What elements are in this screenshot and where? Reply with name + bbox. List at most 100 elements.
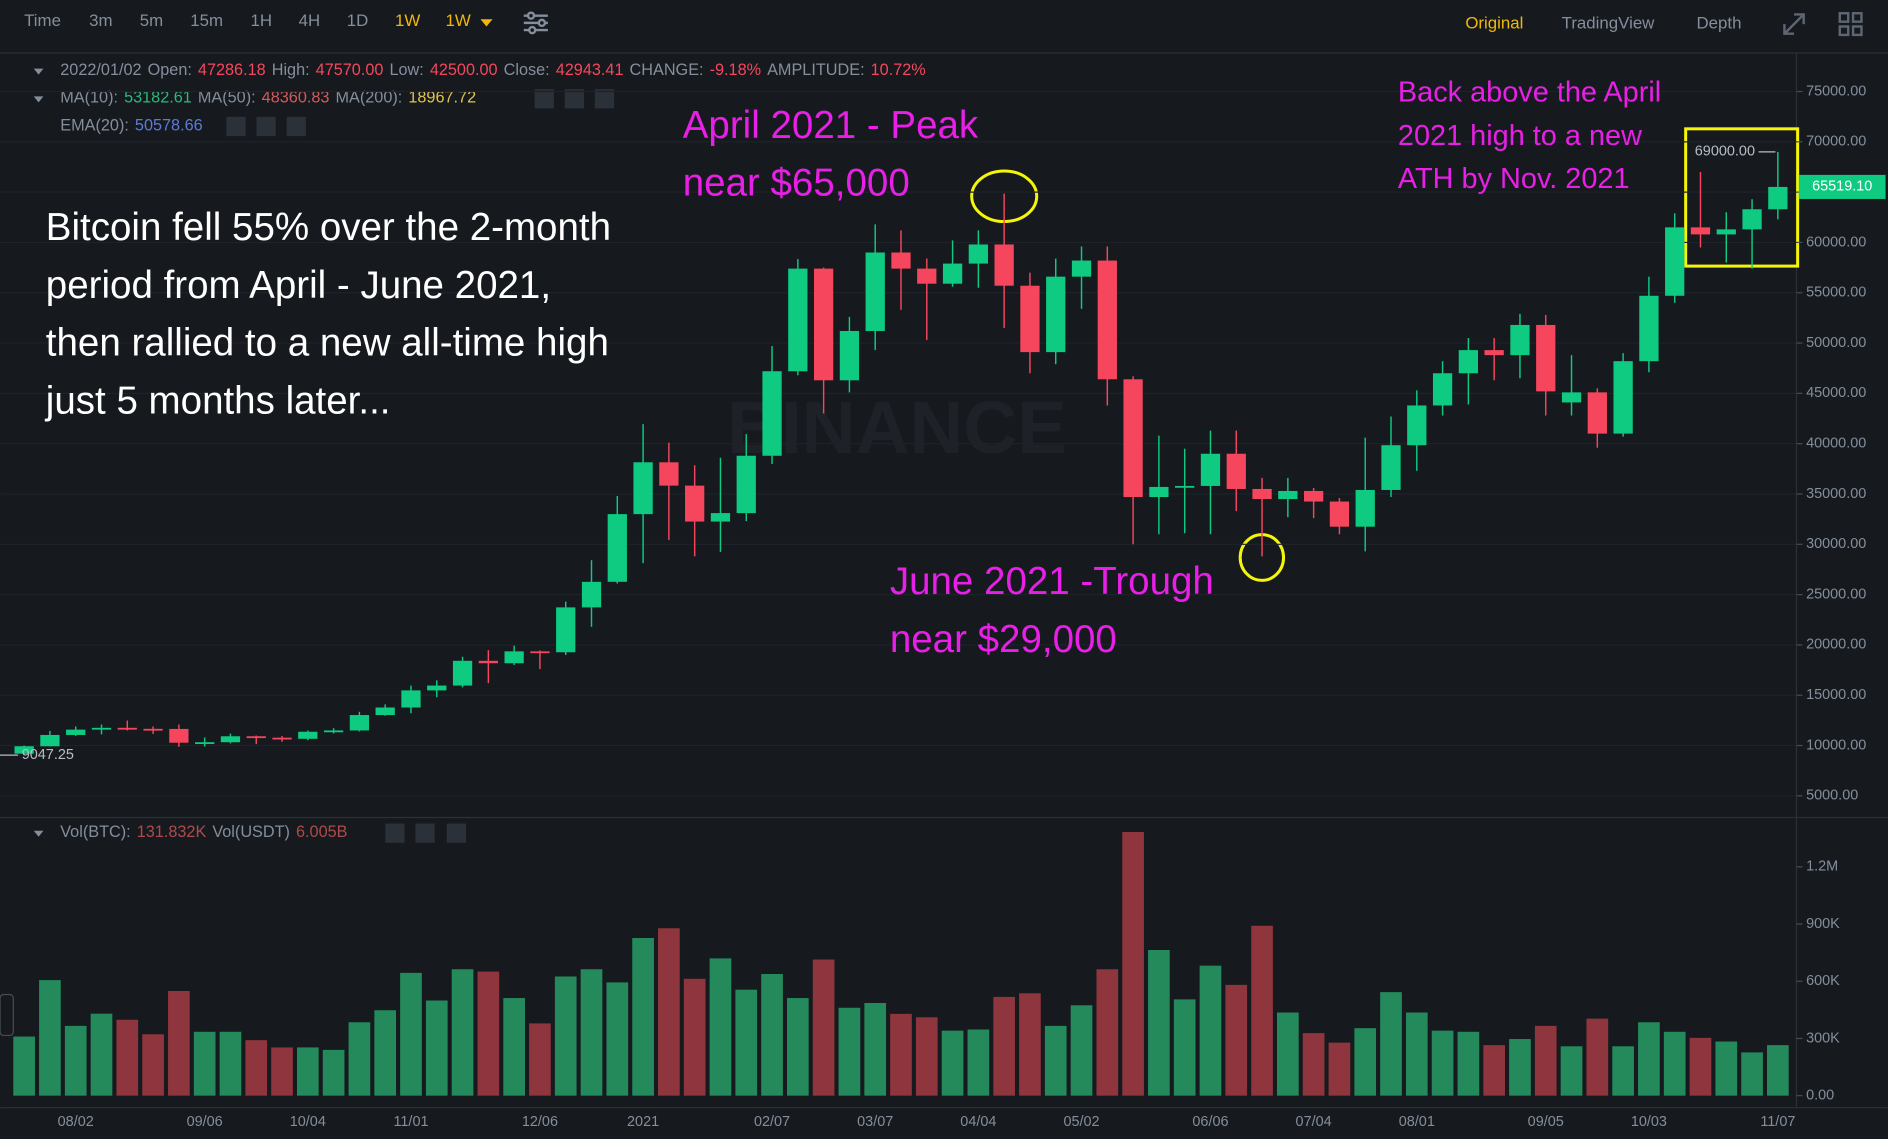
volume-bar xyxy=(1251,925,1273,1096)
candle-body xyxy=(1613,361,1633,434)
y-tick-label: 40000.00 xyxy=(1806,435,1866,451)
interval-button[interactable]: 1H xyxy=(250,11,272,30)
collapse-arrow[interactable] xyxy=(33,96,44,103)
x-tick-label: 12/06 xyxy=(522,1114,558,1130)
candle-body xyxy=(478,660,498,664)
volume-bar xyxy=(683,978,706,1096)
side-toggle[interactable] xyxy=(0,993,14,1037)
volume-bar xyxy=(890,1013,912,1096)
volume-bar xyxy=(219,1031,242,1096)
legend-item: EMA(20): xyxy=(60,117,129,135)
candle-body xyxy=(427,685,447,691)
legend-item: 48360.83 xyxy=(262,89,330,107)
legend-item: Vol(USDT) xyxy=(212,823,290,841)
candle-body xyxy=(1149,486,1169,498)
candle-body xyxy=(117,727,137,730)
interval-button[interactable]: 1W xyxy=(446,11,471,30)
legend-item: AMPLITUDE: xyxy=(767,61,865,79)
y-tick-label: 1.2M xyxy=(1806,859,1838,875)
volume-bar xyxy=(967,1029,990,1096)
x-tick-label: 05/02 xyxy=(1063,1114,1099,1130)
interval-button[interactable]: 1W xyxy=(395,11,420,30)
volume-bar xyxy=(1173,999,1196,1096)
volume-bar xyxy=(245,1040,268,1096)
layout-icon[interactable] xyxy=(1838,12,1863,37)
volume-bar xyxy=(1715,1041,1738,1096)
y-tick-label: 70000.00 xyxy=(1806,134,1866,150)
legend-item: 42943.41 xyxy=(556,61,624,79)
volume-bar xyxy=(1612,1046,1634,1096)
annotation: Bitcoin fell 55% over the 2-month xyxy=(46,206,611,249)
candle-body xyxy=(1226,453,1246,489)
x-tick-label: 04/04 xyxy=(960,1114,996,1130)
volume-bar xyxy=(1457,1031,1480,1096)
candle-body xyxy=(40,734,60,747)
volume-bar xyxy=(786,998,809,1096)
candle-body xyxy=(1046,276,1066,353)
volume-bar xyxy=(400,972,422,1096)
candle-body xyxy=(710,513,731,522)
legend-item: MA(200): xyxy=(335,89,402,107)
candle-body xyxy=(298,731,318,739)
volume-bar xyxy=(1405,1012,1428,1096)
y-tick-label: 10000.00 xyxy=(1806,737,1866,753)
view-tab[interactable]: TradingView xyxy=(1562,14,1656,33)
candle-body xyxy=(1458,350,1479,374)
candle-body xyxy=(813,268,834,381)
collapse-arrow[interactable] xyxy=(33,68,44,75)
interval-button[interactable]: 4H xyxy=(299,11,321,30)
view-tab[interactable]: Depth xyxy=(1697,14,1742,33)
candle-body xyxy=(1639,295,1659,362)
candle-body xyxy=(1355,489,1375,527)
interval-button[interactable]: Time xyxy=(24,11,61,30)
volume-bar xyxy=(735,989,758,1096)
fullscreen-icon[interactable] xyxy=(1783,13,1805,35)
legend-item: Close: xyxy=(504,61,550,79)
volume-bar xyxy=(271,1047,293,1096)
candle-body xyxy=(917,268,937,284)
view-tab[interactable]: Original xyxy=(1465,14,1523,33)
legend-item: 47286.18 xyxy=(198,61,266,79)
settings-icon[interactable] xyxy=(523,11,548,35)
volume-bar xyxy=(1689,1037,1712,1096)
annotation: June 2021 -Trough xyxy=(890,560,1214,603)
volume-bar xyxy=(658,928,680,1096)
volume-bar xyxy=(1586,1018,1609,1096)
annotation: ATH by Nov. 2021 xyxy=(1398,163,1630,195)
y-tick-label: 900K xyxy=(1806,916,1840,932)
last-price-tag xyxy=(1798,174,1886,199)
candle-body xyxy=(736,455,756,514)
x-tick-label: 10/03 xyxy=(1631,1114,1667,1130)
candle-body xyxy=(1123,379,1143,498)
legend-item: 6.005B xyxy=(296,823,348,841)
volume-bar xyxy=(1509,1039,1531,1096)
dropdown-arrow[interactable] xyxy=(480,19,493,27)
candle-body xyxy=(246,736,266,739)
candle-body xyxy=(1665,227,1685,296)
candle-body xyxy=(1200,453,1221,486)
watermark: BINANCE xyxy=(727,385,1067,469)
volume-bar xyxy=(812,959,835,1096)
candle-body xyxy=(762,371,782,456)
volume-bar xyxy=(1534,1025,1557,1096)
volume-bar xyxy=(13,1036,35,1096)
interval-button[interactable]: 5m xyxy=(140,11,163,30)
volume-bar xyxy=(1070,1005,1093,1096)
indicator-buttons[interactable] xyxy=(226,89,615,843)
legend-row: EMA(20): 50578.66 xyxy=(60,117,202,135)
legend-item: 131.832K xyxy=(137,823,207,841)
legend-item: 47570.00 xyxy=(316,61,384,79)
interval-button[interactable]: 15m xyxy=(190,11,223,30)
candle-body xyxy=(891,252,911,269)
interval-button[interactable]: 1D xyxy=(347,11,369,30)
volume-bar xyxy=(193,1031,216,1096)
volume-bar xyxy=(864,1002,887,1096)
volume-bar xyxy=(1225,984,1248,1096)
candle-body xyxy=(633,462,653,515)
collapse-arrow[interactable] xyxy=(33,830,44,837)
volume-bar xyxy=(1767,1045,1789,1096)
legend-item: 53182.61 xyxy=(124,89,192,107)
annotation: near $29,000 xyxy=(890,618,1117,661)
max-label: 69000.00 xyxy=(1695,144,1755,160)
interval-button[interactable]: 3m xyxy=(89,11,112,30)
